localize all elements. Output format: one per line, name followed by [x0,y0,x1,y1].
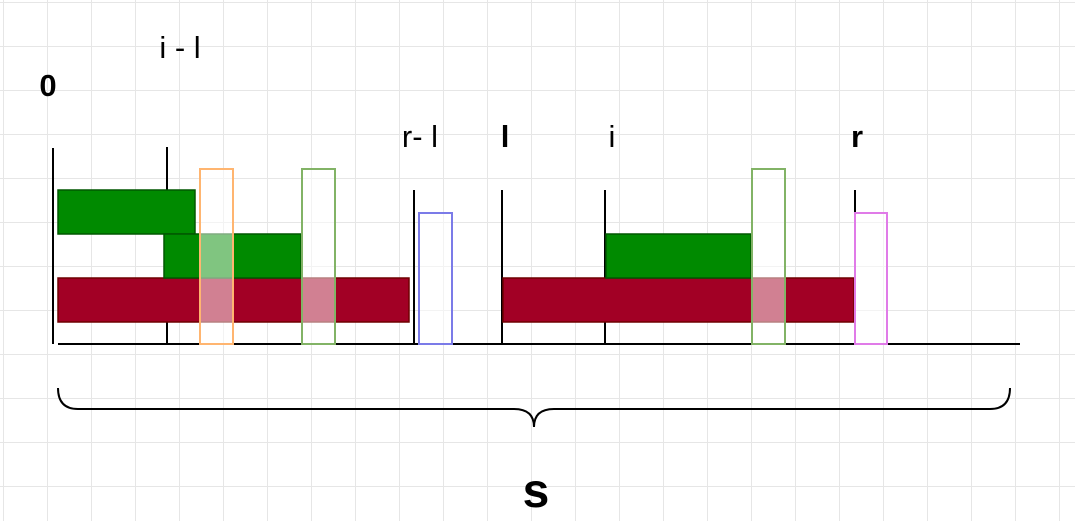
blue-column [418,212,453,345]
pink-column [854,212,888,345]
green-segment-right [605,233,752,279]
label-i: i [609,119,616,154]
label-r-minus-l: r- l [402,119,438,154]
green-segment-top [57,189,196,235]
red-segment-window [502,277,855,323]
label-l: l [501,119,510,154]
label-zero: 0 [39,68,56,103]
orange-column [199,168,234,345]
green-column-left [301,168,336,345]
green-column-right [751,168,786,345]
label-r: r [851,119,863,154]
label-s: s [523,465,550,518]
curly-brace [57,387,1011,428]
label-i-minus-l: i - l [159,30,200,65]
